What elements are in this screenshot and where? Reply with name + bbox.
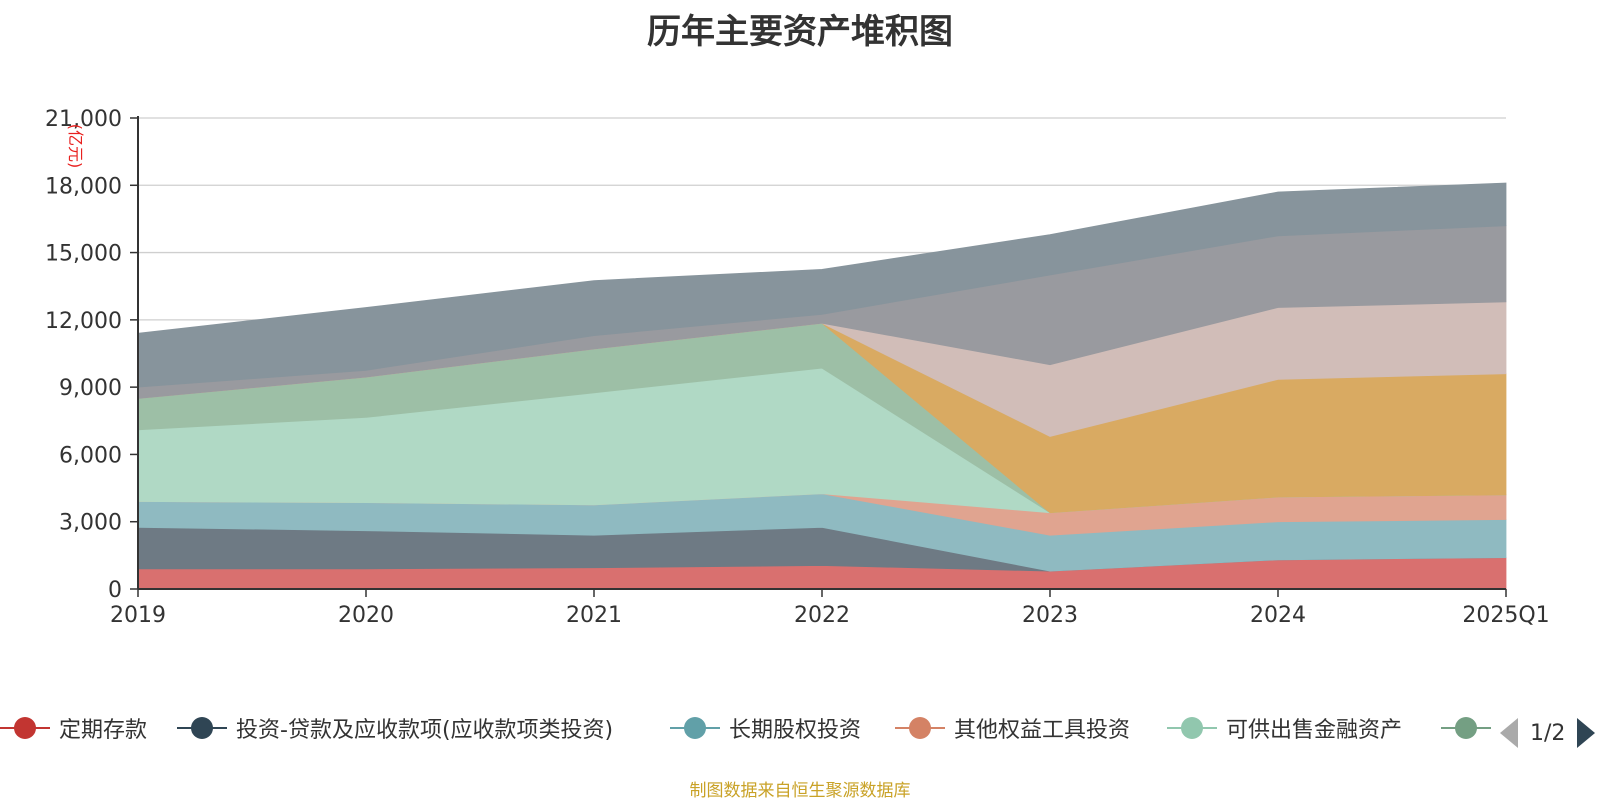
- y-tick-label: 6,000: [59, 443, 122, 468]
- y-tick-label: 18,000: [45, 174, 122, 199]
- legend-item-loans-receivables[interactable]: 投资-贷款及应收款项(应收款项类投资): [177, 708, 613, 748]
- y-tick-label: 3,000: [59, 511, 122, 536]
- x-tick-label: 2025Q1: [1462, 603, 1549, 628]
- legend-prev-arrow-icon[interactable]: [1500, 718, 1518, 748]
- y-axis-unit-label: (亿元): [66, 124, 85, 169]
- legend-marker-icon: [0, 716, 50, 740]
- chart-title: 历年主要资产堆积图: [647, 12, 953, 52]
- legend-label: 长期股权投资: [729, 718, 862, 743]
- y-tick-label: 21,000: [45, 107, 122, 132]
- x-tick-label: 2022: [794, 603, 850, 628]
- legend-pager: 1/2: [1500, 716, 1596, 750]
- x-tick-label: 2019: [110, 603, 166, 628]
- x-tick-label: 2021: [566, 603, 622, 628]
- legend-dot: [909, 717, 931, 739]
- legend-marker-icon: [1167, 716, 1217, 740]
- legend-item-deposit[interactable]: 定期存款: [0, 708, 147, 748]
- area-series-10[interactable]: [137, 182, 1507, 388]
- legend-label: 投资-贷款及应收款项(应收款项类投资): [236, 718, 614, 743]
- legend-next-arrow-icon[interactable]: [1577, 718, 1596, 748]
- legend-dot: [1181, 717, 1203, 739]
- source-note: 制图数据来自恒生聚源数据库: [689, 781, 911, 801]
- legend-marker-icon: [895, 716, 945, 740]
- x-tick-label: 2020: [338, 603, 394, 628]
- stacked-areas: [137, 182, 1507, 590]
- legend-label: 可供出售金融资产: [1226, 718, 1403, 743]
- legend-dot: [684, 717, 706, 739]
- x-tick-label: 2024: [1250, 603, 1306, 628]
- legend-page-indicator: 1/2: [1530, 720, 1566, 746]
- y-tick-label: 12,000: [45, 309, 122, 334]
- legend-item-series-6[interactable]: [1441, 708, 1500, 748]
- legend-item-afs-assets[interactable]: 可供出售金融资产: [1167, 708, 1402, 748]
- legend-dot: [14, 717, 36, 739]
- legend-dot: [1455, 717, 1477, 739]
- legend-marker-icon: [670, 716, 720, 740]
- legend-dot: [191, 717, 213, 739]
- y-tick-label: 9,000: [59, 376, 122, 401]
- y-tick-label: 0: [108, 578, 122, 603]
- legend-label: 其他权益工具投资: [954, 718, 1131, 743]
- y-tick-label: 15,000: [45, 242, 122, 267]
- legend-marker-icon: [1441, 716, 1491, 740]
- axes: 0 3,000 6,000 9,000 12,000 15,000 18,000 21,000…: [45, 107, 1550, 628]
- legend-item-long-term-equity[interactable]: 长期股权投资: [670, 708, 861, 748]
- legend: 定期存款 投资-贷款及应收款项(应收款项类投资) 长期股权投资 其他权益工具投资…: [0, 708, 1600, 748]
- legend-label: 定期存款: [59, 718, 148, 743]
- legend-item-other-equity[interactable]: 其他权益工具投资: [895, 708, 1130, 748]
- x-tick-label: 2023: [1022, 603, 1078, 628]
- legend-marker-icon: [177, 716, 227, 740]
